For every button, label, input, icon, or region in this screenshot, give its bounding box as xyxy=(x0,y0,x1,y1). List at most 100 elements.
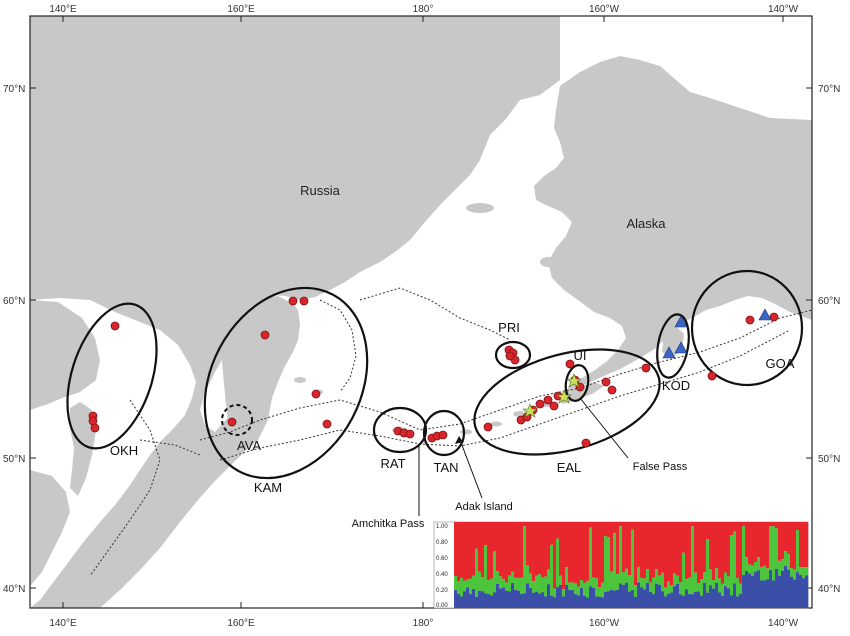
inset-bar-red xyxy=(787,522,791,554)
inset-bar-red xyxy=(472,522,476,576)
inset-bar-blue xyxy=(616,589,620,608)
inset-bar-blue xyxy=(748,573,752,608)
inset-bar-blue xyxy=(670,592,674,608)
inset-bar-blue xyxy=(502,587,506,608)
lat-left-70: 70°N xyxy=(3,84,25,95)
inset-bar-green xyxy=(580,580,584,589)
inset-bar-red xyxy=(691,522,695,527)
inset-bar-red xyxy=(490,522,494,579)
inset-bar-green xyxy=(472,575,476,590)
inset-bar-green xyxy=(775,528,779,569)
annotation-false-pass: False Pass xyxy=(633,461,688,473)
inset-bar-red xyxy=(655,522,659,570)
inset-bar-green xyxy=(517,578,521,591)
inset-bar-red xyxy=(592,522,596,578)
inset-bar-blue xyxy=(688,594,692,608)
inset-bar-green xyxy=(724,572,728,587)
inset-bar-red xyxy=(511,522,515,572)
lon-bottom-160w: 160°W xyxy=(589,618,620,629)
region-label-goa: GOA xyxy=(766,356,795,371)
inset-bar-blue xyxy=(622,584,626,608)
inset-bar-blue xyxy=(595,596,599,608)
ellipse-okh xyxy=(66,302,158,450)
inset-bar-red xyxy=(469,522,473,579)
inset-bar-blue xyxy=(781,570,785,608)
inset-bar-blue xyxy=(718,592,722,608)
inset-bar-green xyxy=(793,569,797,580)
inset-bar-red xyxy=(748,522,752,565)
inset-bar-red xyxy=(559,522,563,576)
inset-bar-red xyxy=(664,522,668,588)
inset-bar-red xyxy=(499,522,503,577)
inset-bar-blue xyxy=(691,594,695,608)
inset-bar-green xyxy=(607,536,611,592)
inset-bar-red xyxy=(724,522,728,573)
land-okhotsk-west xyxy=(30,300,100,410)
inset-bar-blue xyxy=(799,575,803,608)
lat-right-40: 40°N xyxy=(818,584,840,595)
inset-bar-green xyxy=(547,569,551,585)
inset-bar-green xyxy=(529,573,533,588)
inset-bar-blue xyxy=(727,588,731,608)
inset-bar-red xyxy=(454,522,458,576)
inset-bar-green xyxy=(454,575,458,591)
inset-bar-red xyxy=(673,522,677,574)
inset-bar-red xyxy=(652,522,656,578)
inset-bar-green xyxy=(691,526,695,595)
inset-bar-blue xyxy=(706,592,710,608)
inset-bar-red xyxy=(556,522,560,539)
inset-bar-red xyxy=(550,522,554,545)
inset-bar-blue xyxy=(703,582,707,608)
inset-bar-red xyxy=(661,522,665,573)
inset-ytick-5: 0.20 xyxy=(436,588,448,594)
inset-bar-green xyxy=(589,527,593,587)
inset-bar-red xyxy=(796,522,800,531)
inset-bar-blue xyxy=(574,594,578,608)
inset-bar-red xyxy=(760,522,764,568)
inset-bar-red xyxy=(475,522,479,549)
inset-bar-green xyxy=(787,553,791,570)
inset-bar-blue xyxy=(469,594,473,608)
inset-bar-green xyxy=(658,575,662,585)
inset-bar-blue xyxy=(604,591,608,608)
inset-bar-red xyxy=(538,522,542,575)
inset-bar-red xyxy=(520,522,524,578)
inset-bar-red xyxy=(772,522,776,527)
inset-bar-blue xyxy=(709,585,713,608)
inset-bar-green xyxy=(736,578,740,597)
region-label-tan: TAN xyxy=(433,460,458,475)
inset-bar-green xyxy=(523,526,527,594)
inset-bar-red xyxy=(751,522,755,566)
inset-bar-green xyxy=(730,535,734,596)
inset-bar-green xyxy=(490,578,494,596)
inset-bar-green xyxy=(679,582,683,595)
inset-bar-green xyxy=(748,564,752,574)
inset-bar-blue xyxy=(553,597,557,608)
inset-bar-red xyxy=(667,522,671,582)
inset-bar-green xyxy=(460,578,464,597)
inset-bar-green xyxy=(586,580,590,598)
inset-bar-red xyxy=(640,522,644,579)
ellipse-kod xyxy=(656,313,690,379)
inset-bar-green xyxy=(652,577,656,595)
inset-bar-blue xyxy=(676,583,680,608)
inset-bar-blue xyxy=(700,595,704,608)
inset-bar-blue xyxy=(652,594,656,608)
land-kamchatka xyxy=(222,296,296,432)
inset-bar-red xyxy=(613,522,617,533)
inset-bar-red xyxy=(493,522,497,552)
inset-bar-green xyxy=(718,578,722,593)
inset-bar-green xyxy=(502,578,506,588)
inset-bar-green xyxy=(805,567,809,576)
inset-bar-red xyxy=(799,522,803,568)
land-russia xyxy=(30,16,560,608)
inset-bar-blue xyxy=(649,591,653,608)
inset-bar-red xyxy=(598,522,602,588)
inset-bar-red xyxy=(778,522,782,561)
inset-bar-red xyxy=(658,522,662,576)
inset-bar-blue xyxy=(715,582,719,608)
annotation-adak-island: Adak Island xyxy=(455,501,512,513)
inset-bar-green xyxy=(568,582,572,591)
inset-bar-red xyxy=(685,522,689,579)
inset-bar-red xyxy=(805,522,809,568)
